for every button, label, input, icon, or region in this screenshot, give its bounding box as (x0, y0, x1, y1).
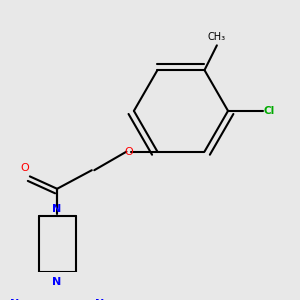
Text: CH₃: CH₃ (208, 32, 226, 42)
Text: Cl: Cl (264, 106, 275, 116)
Text: N: N (52, 204, 62, 214)
Text: N: N (95, 299, 104, 300)
Text: O: O (124, 147, 133, 157)
Text: O: O (20, 163, 29, 173)
Text: N: N (10, 299, 19, 300)
Text: N: N (52, 277, 62, 287)
